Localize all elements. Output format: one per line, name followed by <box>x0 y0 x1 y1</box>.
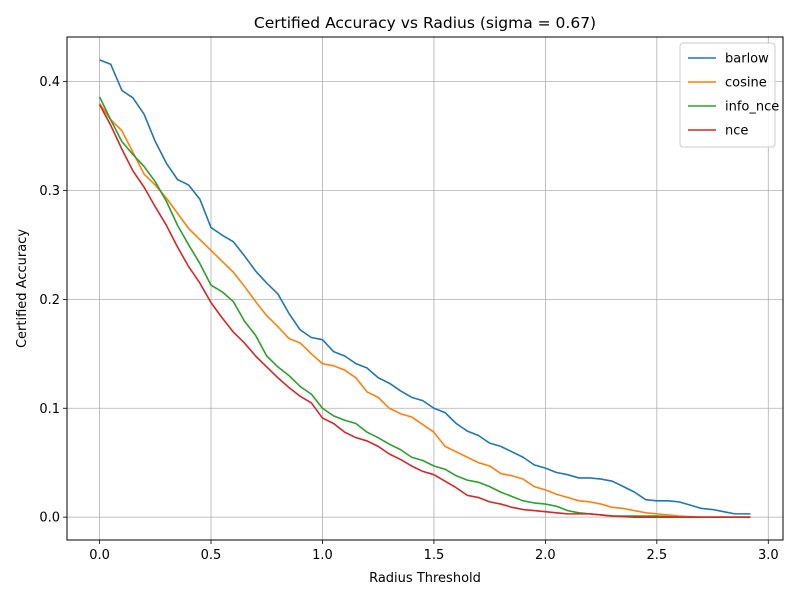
y-axis-label: Certified Accuracy <box>15 229 30 348</box>
y-tick-label: 0.1 <box>39 402 60 417</box>
x-tick-label: 0.5 <box>201 548 222 563</box>
plot-frame <box>66 36 784 541</box>
y-tick-label: 0.2 <box>39 293 60 308</box>
y-tick-label: 0.0 <box>39 511 60 526</box>
legend-label: barlow <box>725 52 769 67</box>
series-line-barlow <box>99 59 751 515</box>
legend-label: cosine <box>725 76 767 91</box>
series-lines <box>98 59 751 518</box>
legend-label: nce <box>725 124 748 139</box>
y-tick-label: 0.3 <box>39 184 60 199</box>
legend-box <box>679 42 776 148</box>
x-tick-label: 3.0 <box>758 548 779 563</box>
axis-ticks: 0.0 0.5 1.0 1.5 2.0 2.5 3.0 0.0 0.1 0.2 0.3 0.4 <box>39 75 778 563</box>
x-axis-label: Radius Threshold <box>369 571 481 586</box>
x-tick-label: 1.5 <box>424 548 445 563</box>
grid-lines <box>67 37 783 540</box>
legend-label: info_nce <box>725 100 779 115</box>
x-tick-label: 0.0 <box>89 548 110 563</box>
x-tick-label: 1.0 <box>312 548 333 563</box>
x-tick-label: 2.0 <box>535 548 556 563</box>
series-line-cosine <box>98 102 751 518</box>
series-line-nce <box>98 104 751 518</box>
y-tick-label: 0.4 <box>39 75 60 90</box>
x-tick-label: 2.5 <box>646 548 667 563</box>
chart-title: Certified Accuracy vs Radius (sigma = 0.… <box>254 14 596 32</box>
